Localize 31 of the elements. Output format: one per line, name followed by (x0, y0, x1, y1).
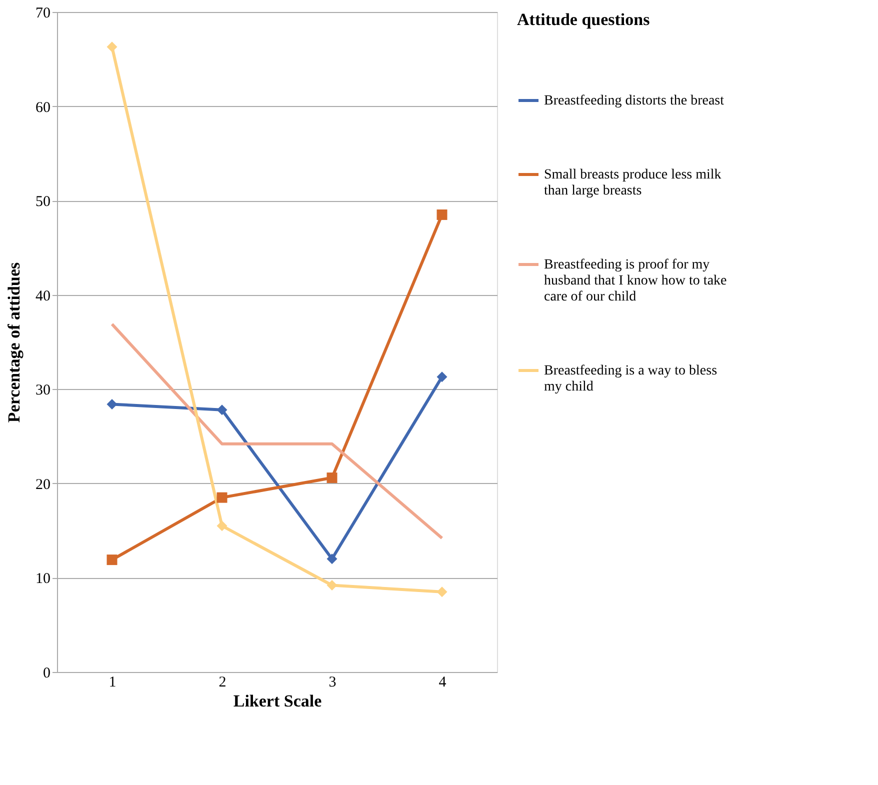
point (436, 209, 448, 220)
point (436, 586, 448, 598)
y-tick-label: 0 (43, 666, 50, 682)
y-tick-label: 70 (36, 6, 50, 22)
y-tick-label: 30 (36, 382, 50, 399)
y-axis-title: Percentage of attidues (4, 262, 24, 423)
legend-label: Breastfeeding is proof for my husband that I know how to take care of our child (544, 258, 727, 304)
point (326, 580, 338, 590)
x-tick-label: 1 (108, 674, 116, 690)
x-tick-label: 4 (438, 674, 447, 690)
x-tick-label: 3 (328, 674, 336, 690)
y-tick-label: 40 (36, 288, 50, 304)
point (106, 42, 118, 52)
point (106, 398, 118, 410)
legend-label: Breastfeeding distorts the breast (544, 94, 724, 108)
point (216, 404, 228, 416)
point (216, 520, 228, 532)
legend-title: Attitude questions (517, 10, 650, 29)
y-tick-label: 50 (36, 194, 50, 210)
y-tick-label: 10 (36, 571, 50, 588)
point (216, 492, 228, 503)
y-tick-label: 60 (36, 100, 50, 116)
point (436, 372, 448, 382)
point (106, 554, 118, 566)
point (326, 554, 338, 564)
legend-label: Small breasts produce less milk than large breasts (544, 168, 722, 198)
x-tick-label: 2 (218, 674, 226, 690)
y-tick-label: 20 (36, 476, 50, 493)
legend-label: Breastfeeding is a way to bless my child (544, 364, 718, 394)
x-axis-title: Likert Scale (233, 692, 322, 710)
point (326, 472, 338, 484)
